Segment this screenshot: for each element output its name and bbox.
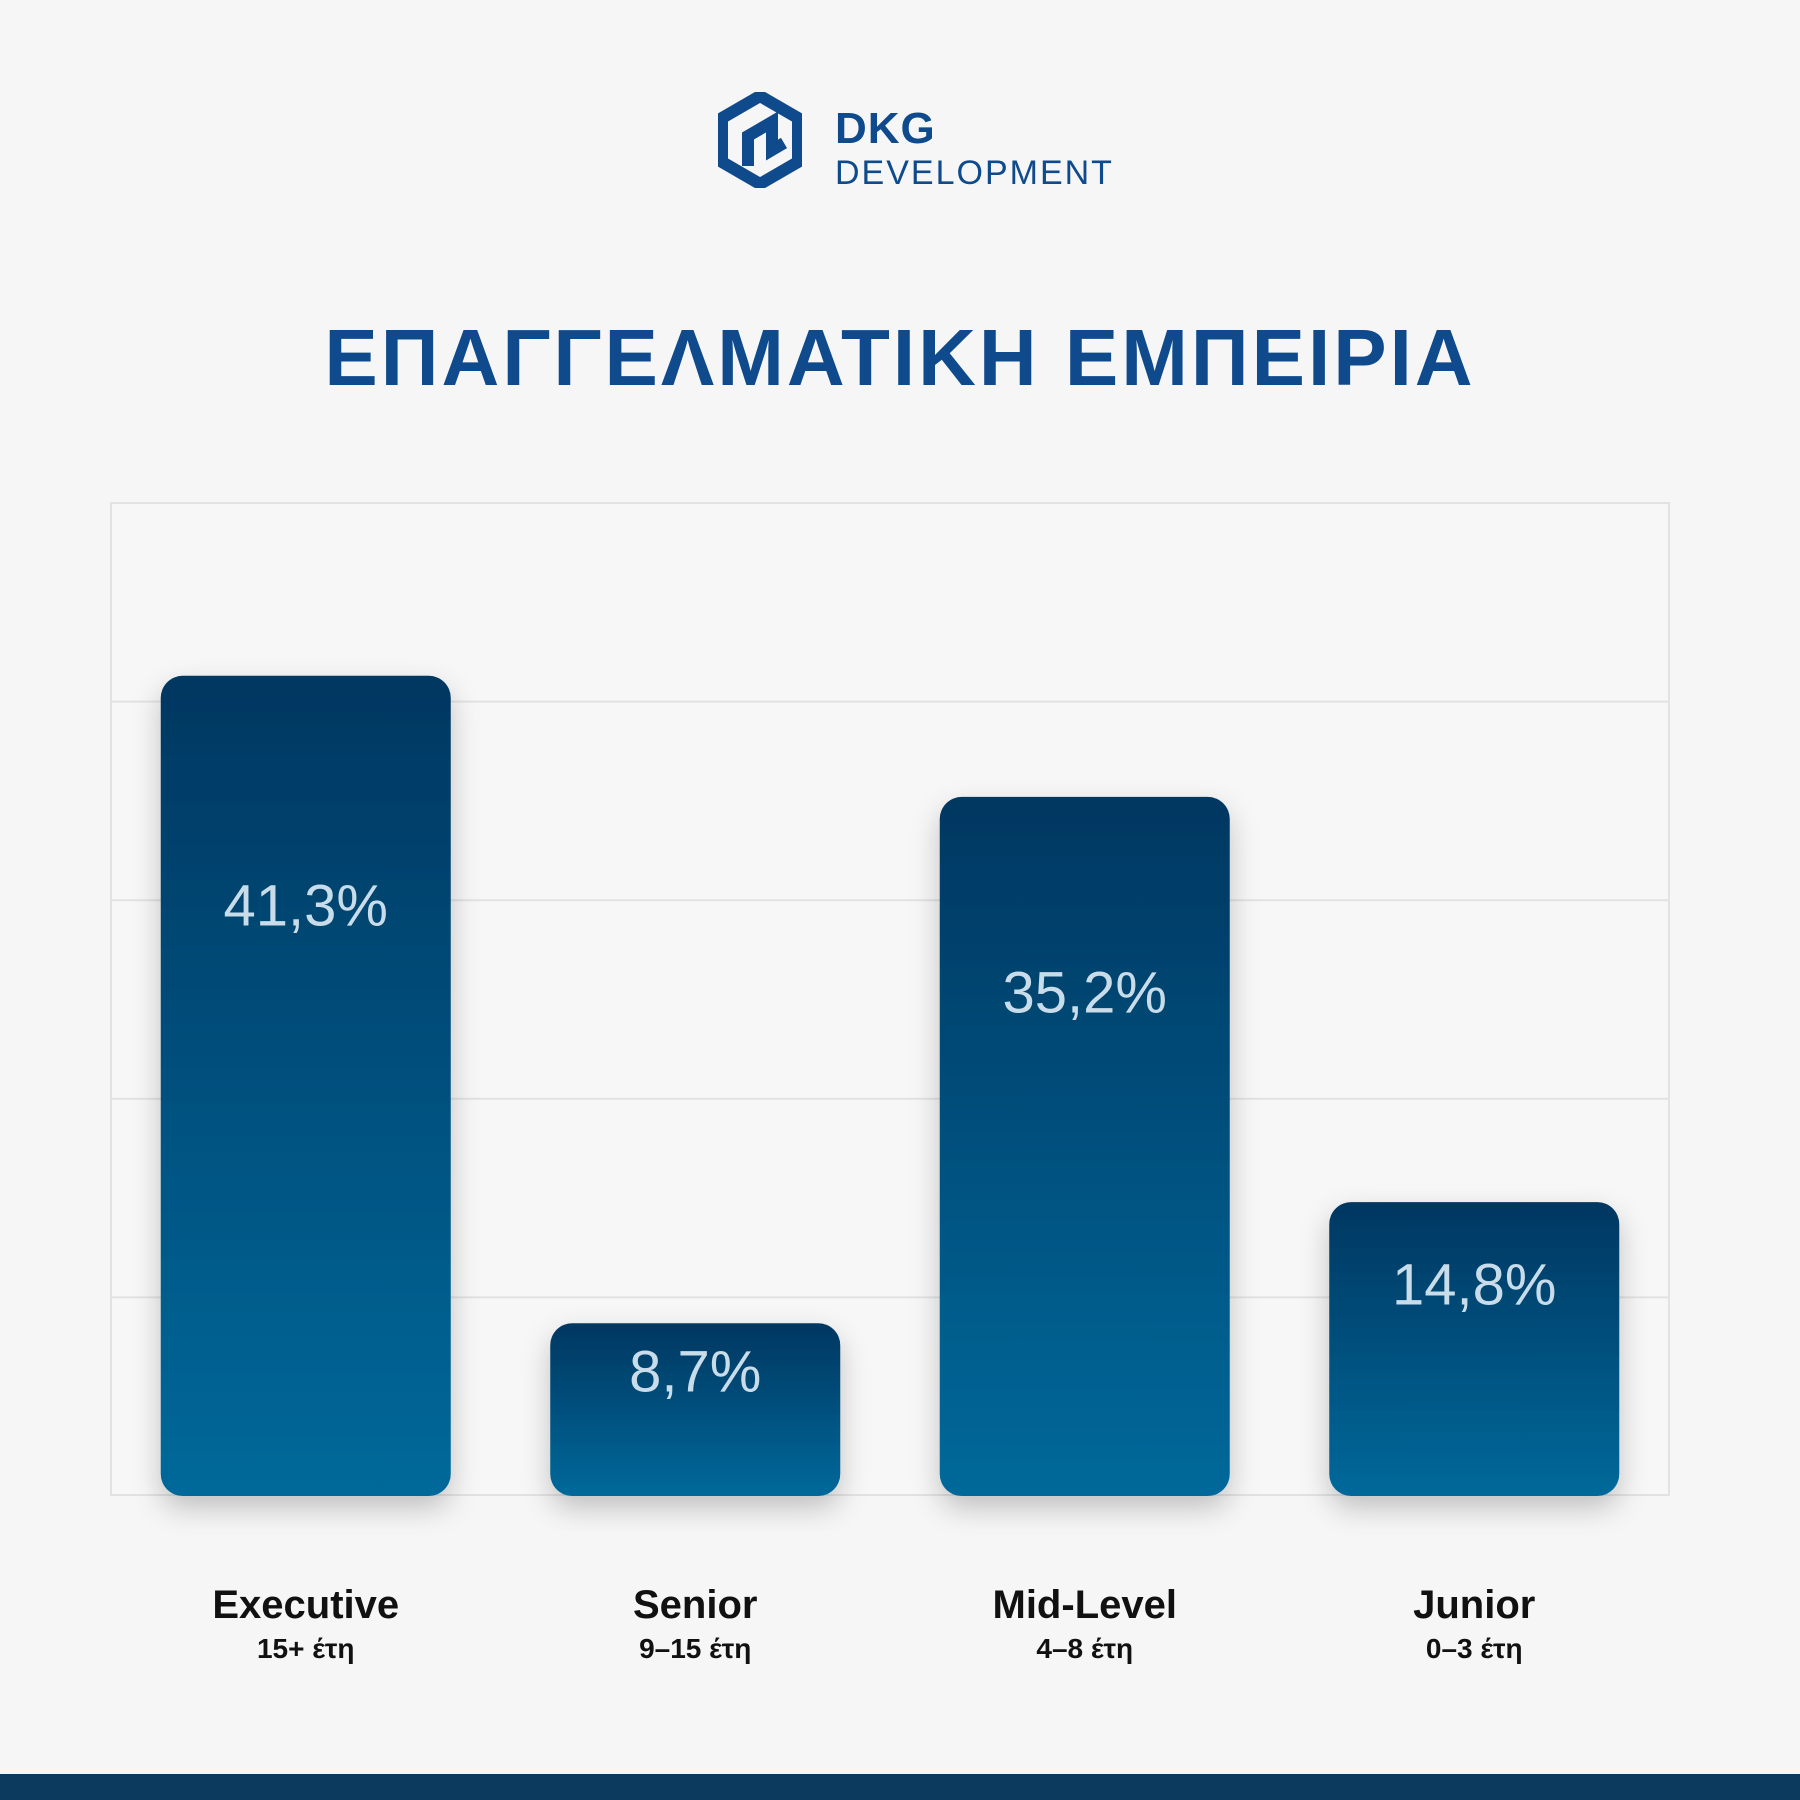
category-sublabel: 4–8 έτη <box>1036 1633 1133 1664</box>
logo-wordmark-development: DEVELOPMENT <box>835 154 1114 192</box>
category-label: Junior <box>1413 1583 1535 1627</box>
category-sublabel: 9–15 έτη <box>639 1633 751 1664</box>
category-label: Senior <box>633 1583 757 1627</box>
bar-senior <box>550 1323 841 1496</box>
category-sublabel: 0–3 έτη <box>1426 1633 1523 1664</box>
category-sublabel: 15+ έτη <box>257 1633 355 1664</box>
chart-title: ΕΠΑΓΓΕΛΜΑΤΙΚΗ ΕΜΠΕΙΡΙΑ <box>324 313 1476 402</box>
category-label: Executive <box>212 1583 399 1627</box>
value-label: 14,8% <box>1392 1252 1556 1317</box>
bar-executive <box>160 675 451 1496</box>
bar-mid-level <box>939 796 1230 1496</box>
category-label: Mid-Level <box>993 1583 1177 1627</box>
footer-bar <box>0 1774 1800 1800</box>
hexagon-house-logo-icon <box>718 92 802 188</box>
value-label: 41,3% <box>224 873 388 938</box>
logo: DKG DEVELOPMENT <box>718 92 1138 192</box>
category-labels: Executive 15+ έτη Senior 9–15 έτη Mid-Level 4… <box>212 1583 1535 1664</box>
value-label: 35,2% <box>1003 961 1167 1026</box>
bar-junior <box>1329 1202 1620 1496</box>
logo-wordmark-dkg: DKG <box>835 104 936 153</box>
value-labels: 41,3% 8,7% 35,2% 14,8% <box>224 873 1557 1404</box>
value-label: 8,7% <box>629 1340 761 1405</box>
bars <box>160 675 1620 1496</box>
